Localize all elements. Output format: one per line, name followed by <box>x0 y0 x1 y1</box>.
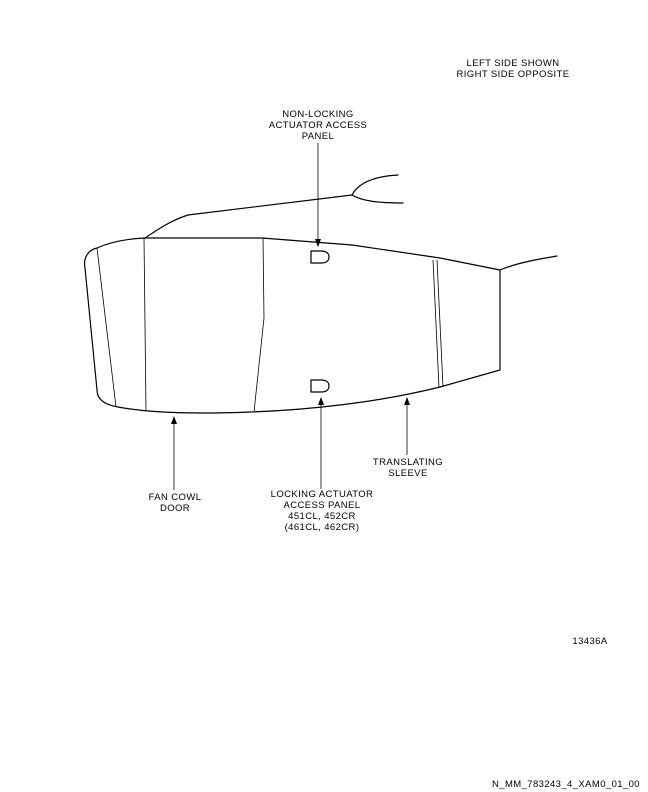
arrow-non-locking <box>315 239 321 247</box>
inlet-lip-line <box>96 247 117 408</box>
callout-line: NON-LOCKING <box>282 109 354 120</box>
callout-line: TRANSLATING <box>372 457 444 468</box>
callout-line: SLEEVE <box>388 468 428 479</box>
fan-cowl-door-callout: FAN COWL DOOR <box>149 492 202 514</box>
orientation-note-line-1: LEFT SIDE SHOWN <box>466 58 560 69</box>
non-locking-actuator-access-panel <box>310 250 330 264</box>
pylon-outline <box>144 174 399 239</box>
pylon-hook <box>351 194 404 204</box>
arrow-fan-cowl <box>171 416 177 424</box>
callout-line: 451CL, 452CR <box>288 511 356 522</box>
sleeve-line-forward <box>432 259 440 389</box>
core-cowl-line <box>499 255 558 271</box>
locking-actuator-access-panel <box>310 379 330 393</box>
locking-panel-callout: LOCKING ACTUATOR ACCESS PANEL 451CL, 452… <box>271 489 374 533</box>
nacelle-outline <box>83 237 501 414</box>
callout-line: ACCESS PANEL <box>283 500 361 511</box>
callout-line: DOOR <box>159 503 191 514</box>
callout-line: PANEL <box>301 131 335 142</box>
translating-sleeve-callout: TRANSLATING SLEEVE <box>373 457 443 479</box>
inlet-cowl-split-line <box>143 237 147 412</box>
orientation-note: LEFT SIDE SHOWN RIGHT SIDE OPPOSITE <box>457 58 570 80</box>
callout-line: ACTUATOR ACCESS <box>268 120 368 131</box>
callout-line: FAN COWL <box>148 492 202 503</box>
non-locking-panel-callout: NON-LOCKING ACTUATOR ACCESS PANEL <box>269 109 368 142</box>
arrow-translating-sleeve <box>404 397 410 405</box>
document-id: N_MM_783243_4_XAM0_01_00 <box>492 779 640 790</box>
fan-cowl-aft-split-line <box>253 237 265 413</box>
sleeve-line-aft <box>436 259 444 388</box>
callout-line: (461CL, 462CR) <box>284 522 360 533</box>
figure-number: 13436A <box>572 636 608 647</box>
callout-line: LOCKING ACTUATOR <box>270 489 374 500</box>
arrow-locking <box>318 397 324 405</box>
orientation-note-line-2: RIGHT SIDE OPPOSITE <box>456 69 570 80</box>
